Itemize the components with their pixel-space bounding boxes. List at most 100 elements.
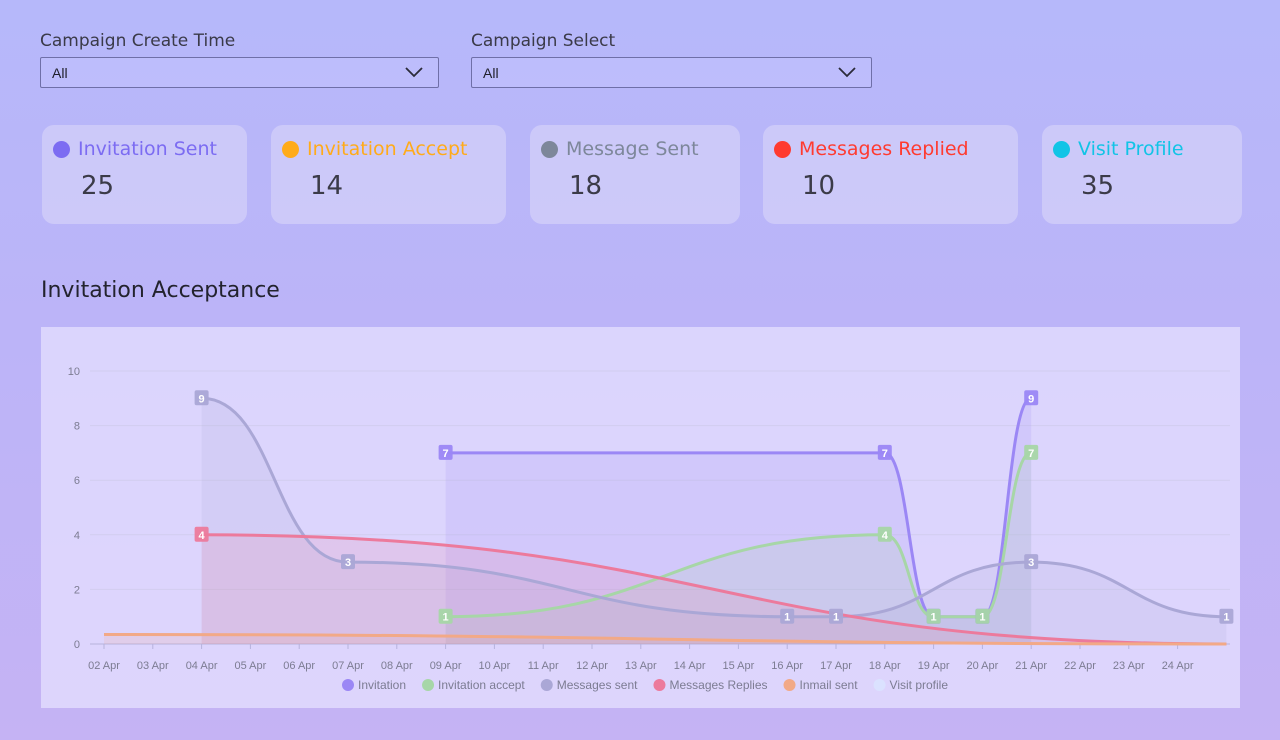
stat-label: Messages Replied (799, 138, 969, 160)
stat-value: 14 (310, 171, 344, 201)
svg-text:1: 1 (784, 612, 790, 624)
stat-card-message-sent[interactable]: Message Sent 18 (530, 125, 740, 224)
stat-value: 35 (1081, 171, 1115, 201)
data-label-messages-sent: 3 (341, 554, 355, 570)
legend-item-inmail-sent[interactable]: Inmail sent (783, 678, 859, 692)
stat-card-invitation-sent[interactable]: Invitation Sent 25 (42, 125, 247, 224)
stat-card-messages-replied[interactable]: Messages Replied 10 (763, 125, 1018, 224)
legend-item-visit-profile[interactable]: Visit profile (873, 678, 949, 692)
campaign-select[interactable]: All (471, 57, 872, 88)
stat-label: Visit Profile (1078, 138, 1184, 160)
status-dot (774, 141, 791, 158)
stat-value: 25 (81, 171, 115, 201)
x-tick-label: 24 Apr (1162, 660, 1194, 672)
legend-item-invitation[interactable]: Invitation (342, 678, 406, 692)
series-line-messages-replies (201, 533, 1227, 646)
svg-text:1: 1 (931, 612, 937, 624)
stat-label: Message Sent (566, 138, 699, 160)
area-invitation-accept (445, 452, 1032, 644)
area-messages-sent (201, 398, 1227, 644)
svg-text:7: 7 (882, 448, 888, 460)
campaign-create-time-value: All (52, 65, 68, 81)
data-label-invitation: 7 (877, 444, 892, 460)
stat-label: Invitation Sent (78, 138, 217, 160)
svg-text:1: 1 (833, 612, 839, 624)
svg-text:7: 7 (443, 448, 449, 460)
y-tick-label: 0 (74, 639, 80, 651)
campaign-create-time-label: Campaign Create Time (40, 31, 236, 51)
x-tick-label: 09 Apr (430, 660, 462, 672)
legend-item-invitation-accept[interactable]: Invitation accept (422, 678, 525, 692)
x-tick-label: 18 Apr (869, 660, 901, 672)
chart-svg: 0 2 4 6 8 10 02 Apr 03 Apr 04 Apr 05 Apr 06 Apr 07 … (68, 366, 1234, 692)
x-tick-label: 03 Apr (137, 660, 169, 672)
invitation-acceptance-chart: 0 2 4 6 8 10 02 Apr 03 Apr 04 Apr 05 Apr 06 Apr 07 … (41, 327, 1240, 708)
legend-marker (783, 679, 796, 691)
y-tick-label: 6 (74, 475, 80, 487)
stat-card-invitation-accept[interactable]: Invitation Accept 14 (271, 125, 506, 224)
legend-marker (540, 679, 553, 691)
status-dot (541, 141, 558, 158)
data-label-invitation-accept: 7 (1024, 444, 1039, 460)
svg-text:4: 4 (882, 530, 889, 542)
section-title: Invitation Acceptance (41, 278, 280, 303)
legend-item-messages-sent[interactable]: Messages sent (540, 678, 638, 692)
campaign-select-filter: Campaign Select All (471, 30, 872, 88)
svg-text:9: 9 (199, 393, 205, 405)
chevron-down-icon (405, 67, 423, 78)
campaign-create-time-select[interactable]: All (40, 57, 439, 88)
stat-card-visit-profile[interactable]: Visit Profile 35 (1042, 125, 1242, 224)
x-tick-label: 13 Apr (625, 660, 657, 672)
legend-marker (342, 679, 354, 691)
status-dot (53, 141, 70, 158)
svg-text:3: 3 (345, 557, 351, 569)
data-label-messages-sent: 1 (829, 608, 843, 624)
stat-value: 10 (802, 171, 836, 201)
legend-label: Visit profile (890, 678, 949, 692)
data-label-invitation-accept: 1 (926, 608, 941, 624)
series-line-invitation-accept (445, 451, 1032, 619)
x-tick-label: 11 Apr (528, 660, 559, 672)
legend-label: Invitation (358, 678, 406, 692)
data-label-messages-sent: 3 (1024, 554, 1039, 570)
legend-label: Messages sent (557, 678, 638, 692)
data-label-invitation-accept: 1 (438, 608, 453, 624)
x-tick-label: 20 Apr (966, 660, 998, 672)
y-tick-label: 10 (68, 366, 80, 378)
x-tick-label: 05 Apr (234, 660, 266, 672)
svg-text:4: 4 (199, 530, 206, 542)
x-tick-label: 10 Apr (478, 660, 510, 672)
legend-marker (873, 679, 886, 691)
x-tick-label: 16 Apr (771, 660, 803, 672)
svg-text:1: 1 (1223, 612, 1229, 624)
campaign-select-value: All (483, 65, 499, 81)
legend-label: Inmail sent (800, 678, 859, 692)
x-tick-label: 19 Apr (918, 660, 950, 672)
svg-text:7: 7 (1028, 448, 1034, 460)
chevron-down-icon (838, 67, 856, 78)
campaign-select-label: Campaign Select (471, 31, 616, 51)
y-tick-label: 2 (74, 584, 80, 596)
data-label-messages-replies: 4 (194, 526, 209, 542)
x-tick-label: 06 Apr (283, 660, 315, 672)
data-label-invitation-accept: 4 (877, 526, 892, 542)
status-dot (1053, 141, 1070, 158)
legend-item-messages-replies[interactable]: Messages Replies (653, 678, 768, 692)
data-label-invitation-accept: 1 (975, 608, 990, 624)
x-tick-label: 23 Apr (1113, 660, 1145, 672)
data-label-messages-sent: 9 (194, 390, 209, 406)
svg-text:1: 1 (979, 612, 985, 624)
x-tick-label: 15 Apr (722, 660, 754, 672)
x-tick-label: 08 Apr (381, 660, 413, 672)
data-label-messages-sent: 1 (780, 608, 795, 624)
svg-text:1: 1 (443, 612, 449, 624)
stat-value: 18 (569, 171, 603, 201)
x-tick-label: 22 Apr (1064, 660, 1096, 672)
series-line-inmail-sent (103, 632, 1227, 646)
data-label-invitation: 9 (1024, 390, 1039, 406)
y-tick-label: 8 (74, 421, 80, 433)
legend-marker (653, 679, 666, 691)
data-label-messages-sent: 1 (1219, 608, 1234, 624)
legend-label: Invitation accept (438, 678, 525, 692)
svg-text:9: 9 (1028, 393, 1034, 405)
